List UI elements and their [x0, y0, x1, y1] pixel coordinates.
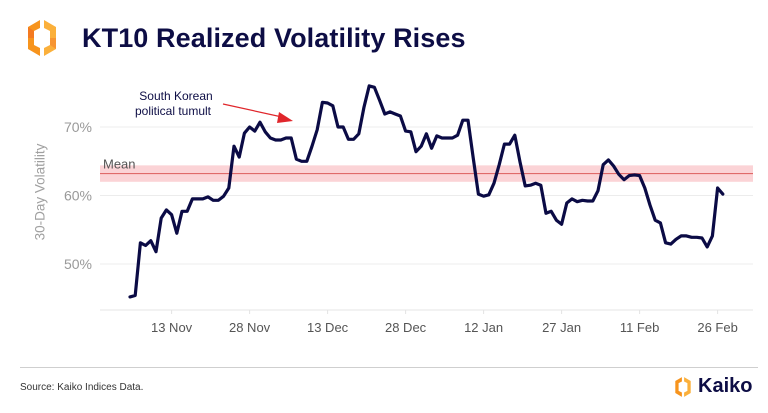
annotation-text: South Korean: [139, 89, 212, 103]
kaiko-brand: Kaiko: [672, 375, 752, 398]
source-note: Source: Kaiko Indices Data.: [20, 382, 144, 393]
chart-title: KT10 Realized Volatility Rises: [82, 23, 466, 53]
annotation-arrow-line: [222, 103, 283, 118]
x-tick-label: 13 Dec: [307, 320, 349, 335]
x-tick-label: 26 Feb: [697, 320, 737, 335]
kaiko-brand-logo-icon: [675, 376, 691, 397]
x-tick-label: 11 Feb: [620, 320, 660, 335]
volatility-series-line: [128, 84, 725, 299]
kaiko-logo-icon: [28, 20, 56, 56]
x-tick-label: 28 Nov: [229, 320, 271, 335]
x-tick-label: 12 Jan: [464, 320, 503, 335]
footer-divider: [20, 367, 758, 368]
brand-name: Kaiko: [698, 375, 753, 397]
x-tick-label: 27 Jan: [542, 320, 581, 335]
x-tick-label: 13 Nov: [151, 320, 193, 335]
y-tick-label: 50%: [64, 256, 92, 272]
annotation-text: political tumult: [135, 104, 212, 118]
y-tick-label: 70%: [64, 119, 92, 135]
y-tick-label: 60%: [64, 188, 92, 204]
volatility-line-chart: Mean 50% 60% 70% 13 Nov 28 Nov 13 Dec 28 Dec 1…: [64, 84, 753, 335]
annotation-arrowhead: [277, 112, 293, 123]
mean-label: Mean: [103, 157, 136, 172]
x-tick-label: 28 Dec: [385, 320, 427, 335]
